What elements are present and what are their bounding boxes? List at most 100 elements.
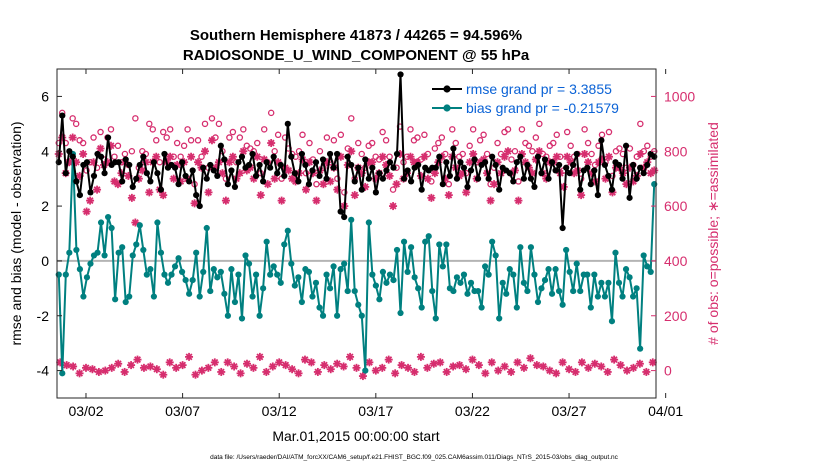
obs-possible-point: [550, 139, 557, 147]
rmse-point: [351, 178, 358, 185]
rmse-point: [193, 192, 200, 199]
x-tick-label: 03/17: [358, 403, 393, 419]
rmse-point: [312, 159, 320, 166]
rmse-point: [608, 186, 616, 193]
obs-possible-point: [180, 142, 188, 150]
bias-point: [319, 312, 327, 319]
rmse-point: [485, 175, 492, 182]
rmse-point: [341, 213, 348, 221]
low-count-point: [204, 363, 213, 372]
bias-point: [517, 244, 524, 251]
rmse-point: [587, 181, 594, 188]
bias-point: [432, 315, 439, 322]
rmse-point: [298, 150, 305, 158]
low-count-point: [191, 370, 200, 379]
low-count-point: [255, 352, 264, 361]
rmse-point: [457, 159, 464, 166]
obs-possible-point: [114, 142, 122, 150]
bias-point: [133, 241, 140, 248]
obs-possible-point: [201, 120, 209, 128]
low-count-point: [365, 358, 374, 367]
rmse-point: [605, 172, 612, 180]
obs-assimilated-point: [650, 166, 659, 175]
obs-possible-point: [260, 126, 268, 133]
low-count-point: [262, 367, 271, 376]
bias-point: [126, 293, 133, 300]
low-count-point: [320, 361, 329, 370]
bias-point: [605, 279, 612, 286]
obs-assimilated-point: [159, 191, 168, 200]
low-count-point: [513, 358, 522, 367]
rmse-point: [601, 161, 609, 169]
obs-possible-point: [368, 139, 376, 147]
low-count-point: [616, 361, 625, 370]
bias-point: [548, 290, 556, 297]
rmse-point: [277, 161, 284, 169]
bias-point: [217, 268, 224, 275]
obs-assimilated-point: [423, 174, 432, 183]
bias-point: [397, 309, 404, 317]
rmse-point: [390, 164, 397, 171]
low-count-point: [281, 361, 290, 370]
low-count-point: [165, 358, 174, 367]
rmse-point: [189, 167, 196, 174]
obs-assimilated-point: [378, 152, 387, 161]
obs-possible-point: [198, 153, 205, 160]
rmse-point: [545, 175, 552, 182]
bias-point: [143, 271, 150, 278]
obs-possible-point: [348, 115, 355, 122]
low-count-point: [139, 363, 148, 372]
low-count-point: [307, 358, 316, 367]
bias-point: [453, 274, 461, 281]
rmse-point: [556, 161, 563, 169]
rmse-point: [397, 71, 404, 78]
low-count-point: [558, 358, 567, 367]
bias-point: [429, 287, 436, 295]
rmse-point: [267, 164, 274, 171]
rmse-point: [288, 153, 295, 160]
bias-point: [566, 268, 573, 275]
rmse-point: [622, 142, 630, 149]
low-count-point: [152, 365, 161, 374]
bias-point: [608, 318, 616, 325]
obs-assimilated-point: [319, 180, 328, 189]
obs-possible-point: [146, 120, 153, 128]
bias-point: [425, 233, 432, 240]
obs-possible-point: [229, 128, 237, 136]
bias-point: [66, 249, 73, 256]
y-tick-label: -2: [37, 308, 50, 324]
obs-assimilated-point: [96, 144, 105, 153]
footer-note: data file: /Users/raeder/DAI/ATM_forcXX/…: [210, 454, 619, 461]
low-count-point: [275, 358, 284, 367]
obs-possible-point: [553, 131, 560, 139]
y2-tick-label: 1000: [664, 88, 695, 104]
bias-point: [503, 290, 510, 297]
low-count-point: [268, 362, 277, 371]
obs-possible-point: [240, 126, 247, 133]
bias-point: [506, 266, 513, 273]
bias-point: [97, 219, 105, 226]
bias-point: [492, 252, 499, 259]
obs-possible-point: [536, 120, 543, 128]
low-count-point: [313, 367, 322, 376]
low-count-point: [404, 363, 413, 372]
low-count-point: [371, 366, 380, 375]
obs-possible-point: [431, 145, 439, 152]
bias-point: [464, 290, 471, 297]
rmse-point: [358, 186, 365, 193]
low-count-point: [88, 365, 97, 374]
rmse-point: [214, 172, 221, 180]
obs-possible-point: [567, 142, 574, 150]
bias-point: [556, 287, 563, 295]
obs-assimilated-point: [267, 139, 276, 148]
obs-assimilated-point: [462, 188, 471, 197]
obs-assimilated-point: [552, 152, 561, 161]
bias-point: [622, 266, 630, 273]
bias-point: [193, 249, 200, 256]
rmse-point: [207, 161, 214, 169]
obs-possible-point: [274, 131, 282, 139]
bias-point: [358, 312, 365, 319]
bias-point: [489, 238, 496, 245]
legend-bias-marker: [443, 104, 451, 112]
obs-assimilated-point: [201, 147, 210, 156]
